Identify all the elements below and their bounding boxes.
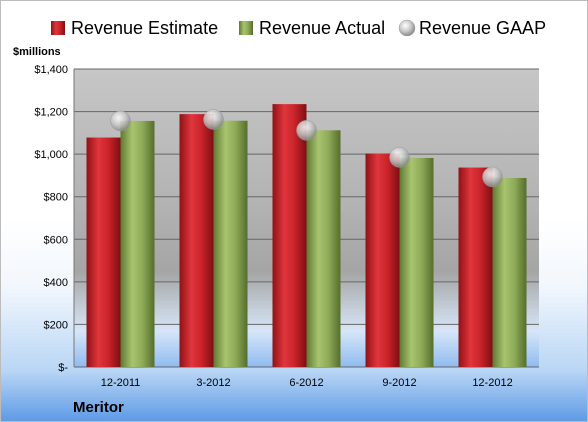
bar-revenue-actual — [492, 177, 527, 367]
x-axis-labels: 12-2011 3-2012 6-2012 9-2012 12-2012 — [101, 377, 513, 389]
x-tick-label: 12-2011 — [101, 377, 141, 389]
company-name: Meritor — [73, 399, 124, 416]
x-tick-label: 3-2012 — [196, 377, 230, 389]
legend-swatch-revenue-actual — [239, 21, 253, 35]
bar-revenue-estimate — [365, 153, 400, 367]
y-tick-label: $800 — [44, 192, 68, 204]
marker-revenue-gaap — [482, 166, 503, 188]
gaap-markers — [110, 109, 503, 188]
x-tick-label: 6-2012 — [289, 377, 323, 389]
unit-label: $millions — [13, 46, 61, 58]
legend: Revenue Estimate Revenue Actual Revenue GA… — [51, 18, 546, 38]
legend-swatch-revenue-estimate — [51, 21, 65, 35]
y-tick-label: $- — [58, 362, 68, 374]
legend-label: Revenue Estimate — [71, 18, 218, 38]
legend-label: Revenue GAAP — [419, 18, 546, 38]
y-tick-label: $200 — [44, 319, 68, 331]
y-tick-label: $400 — [44, 277, 68, 289]
bar-revenue-actual — [213, 120, 248, 367]
bar-revenue-estimate — [179, 114, 214, 367]
legend-label: Revenue Actual — [259, 18, 385, 38]
bar-revenue-estimate — [86, 137, 121, 367]
marker-revenue-gaap — [203, 109, 224, 130]
bar-revenue-actual — [399, 157, 434, 367]
y-tick-label: $600 — [44, 234, 68, 246]
bar-revenue-estimate — [458, 167, 493, 367]
bar-revenue-estimate — [272, 104, 307, 367]
bars — [86, 104, 527, 368]
y-axis-ticks: $- $200 $400 $600 $800 $1,000 $1,200 $1,400 — [34, 64, 68, 374]
x-tick-label: 9-2012 — [382, 377, 416, 389]
y-tick-label: $1,000 — [34, 149, 68, 161]
marker-revenue-gaap — [296, 120, 317, 141]
bar-revenue-actual — [306, 130, 341, 367]
bar-revenue-actual — [120, 120, 155, 368]
x-tick-label: 12-2012 — [472, 377, 512, 389]
y-tick-label: $1,200 — [34, 107, 68, 119]
marker-revenue-gaap — [110, 110, 131, 132]
y-tick-label: $1,400 — [34, 64, 68, 76]
legend-swatch-revenue-gaap — [398, 19, 416, 37]
marker-revenue-gaap — [389, 147, 410, 168]
